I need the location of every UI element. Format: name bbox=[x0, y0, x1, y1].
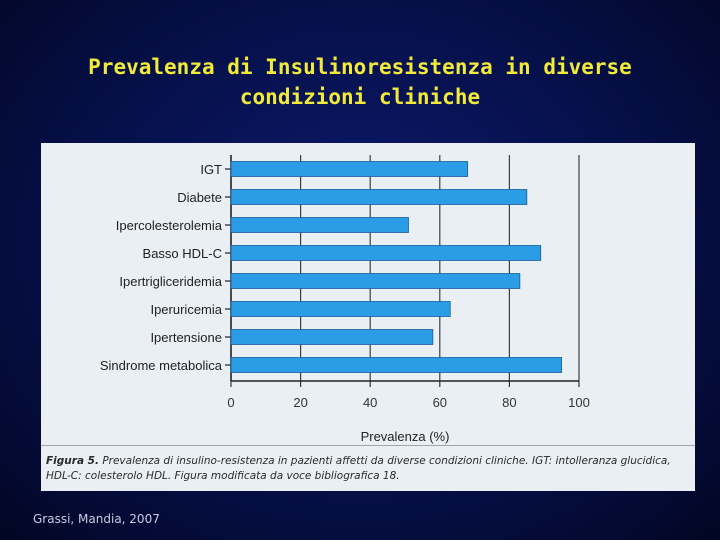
category-label-basso-hdl-c: Basso HDL-C bbox=[143, 246, 222, 261]
figure-caption: Figura 5. Prevalenza di insulino-resiste… bbox=[41, 445, 695, 491]
x-tick-label-20: 20 bbox=[293, 395, 307, 410]
category-label-igt: IGT bbox=[200, 162, 222, 177]
category-label-ipercolesterolemia: Ipercolesterolemia bbox=[116, 218, 223, 233]
category-label-iperuricemia: Iperuricemia bbox=[150, 302, 222, 317]
bar-basso-hdl-c bbox=[230, 245, 542, 261]
x-tick-label-0: 0 bbox=[227, 395, 234, 410]
bar-diabete bbox=[230, 189, 528, 205]
chart-figure: 0 20 40 60 80 100 IGT Diabete Ipercolesterolemia… bbox=[41, 143, 695, 491]
bar-ipertensione bbox=[230, 329, 434, 345]
bar-sindrome-metabolica bbox=[230, 357, 563, 373]
x-tick-label-60: 60 bbox=[433, 395, 447, 410]
caption-label: Figura 5. bbox=[46, 455, 99, 467]
bar-ipertrigliceridemia bbox=[230, 273, 521, 289]
x-tick-label-100: 100 bbox=[568, 395, 590, 410]
category-label-ipertrigliceridemia: Ipertrigliceridemia bbox=[119, 274, 222, 289]
bar-ipercolesterolemia bbox=[230, 217, 409, 233]
source-credit: Grassi, Mandia, 2007 bbox=[33, 512, 160, 526]
category-label-diabete: Diabete bbox=[177, 190, 222, 205]
bar-iperuricemia bbox=[230, 301, 451, 317]
category-label-ipertensione: Ipertensione bbox=[150, 330, 222, 345]
slide-title: Prevalenza di Insulinoresistenza in dive… bbox=[40, 52, 680, 112]
slide-title-line-2: condizioni cliniche bbox=[239, 85, 481, 109]
x-tick-label-40: 40 bbox=[363, 395, 377, 410]
slide-title-line-1: Prevalenza di Insulinoresistenza in dive… bbox=[88, 55, 632, 79]
bar-igt bbox=[230, 161, 469, 177]
caption-text: Prevalenza di insulino-resistenza in paz… bbox=[46, 455, 671, 482]
x-axis-title: Prevalenza (%) bbox=[361, 429, 450, 444]
x-tick-label-80: 80 bbox=[502, 395, 516, 410]
category-label-sindrome-metabolica: Sindrome metabolica bbox=[100, 358, 223, 373]
bar-chart: 0 20 40 60 80 100 IGT Diabete Ipercolesterolemia… bbox=[100, 155, 590, 444]
